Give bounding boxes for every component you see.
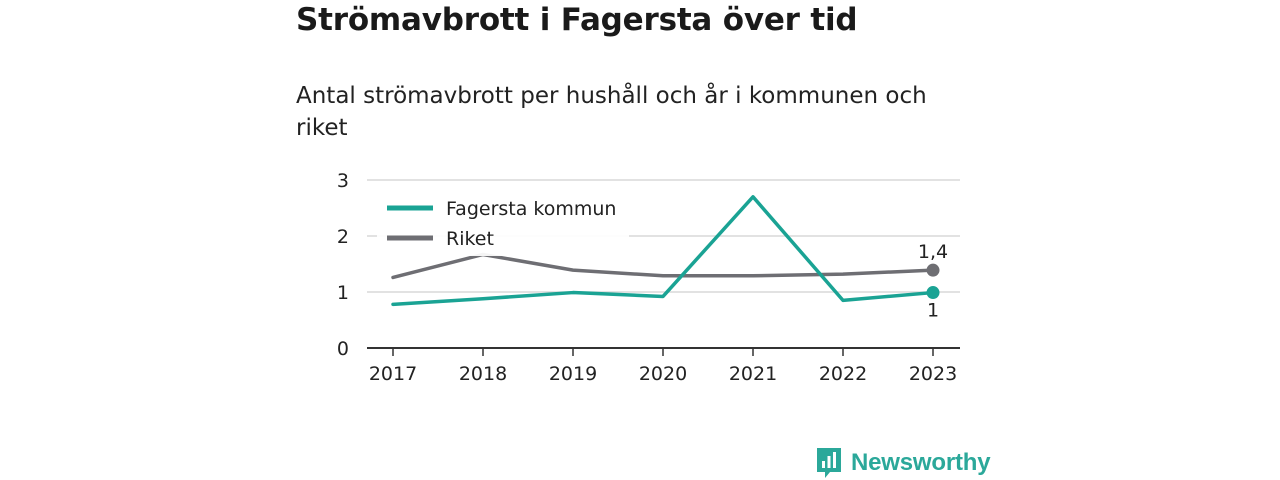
- y-tick-label: 1: [337, 282, 349, 304]
- y-tick-label: 3: [337, 170, 349, 192]
- endpoint-label: 1,4: [918, 241, 948, 263]
- y-axis-labels: 0 1 2 3: [337, 170, 349, 360]
- newsworthy-logo[interactable]: Newsworthy: [815, 446, 991, 480]
- endpoint-markers: 11,4: [918, 241, 948, 321]
- y-tick-label: 0: [337, 338, 349, 360]
- chart-title: Strömavbrott i Fagersta över tid: [296, 2, 858, 38]
- newsworthy-chart-icon: [817, 448, 841, 478]
- x-tick-label: 2023: [909, 363, 957, 385]
- x-tick-label: 2019: [549, 363, 597, 385]
- series-line-riket: [391, 252, 935, 280]
- x-axis-labels: 2017 2018 2019 2020 2021 2022 2023: [369, 363, 957, 385]
- x-tick-label: 2018: [459, 363, 507, 385]
- x-tick-label: 2017: [369, 363, 417, 385]
- legend-background: [377, 190, 629, 256]
- brand-name: Newsworthy: [851, 449, 991, 476]
- endpoint-marker: [926, 263, 940, 277]
- series-line-fagersta: [391, 195, 935, 307]
- y-tick-label: 2: [337, 226, 349, 248]
- legend: Fagersta kommun Riket: [377, 190, 629, 256]
- chart-subtitle: Antal strömavbrott per hushåll och år i …: [296, 83, 927, 141]
- endpoint-label: 1: [927, 300, 939, 322]
- x-tick-label: 2022: [819, 363, 867, 385]
- x-axis: [367, 347, 960, 356]
- legend-label: Riket: [446, 228, 494, 250]
- x-tick-label: 2021: [729, 363, 777, 385]
- x-tick-label: 2020: [639, 363, 687, 385]
- legend-label: Fagersta kommun: [446, 198, 616, 220]
- endpoint-marker: [926, 286, 940, 300]
